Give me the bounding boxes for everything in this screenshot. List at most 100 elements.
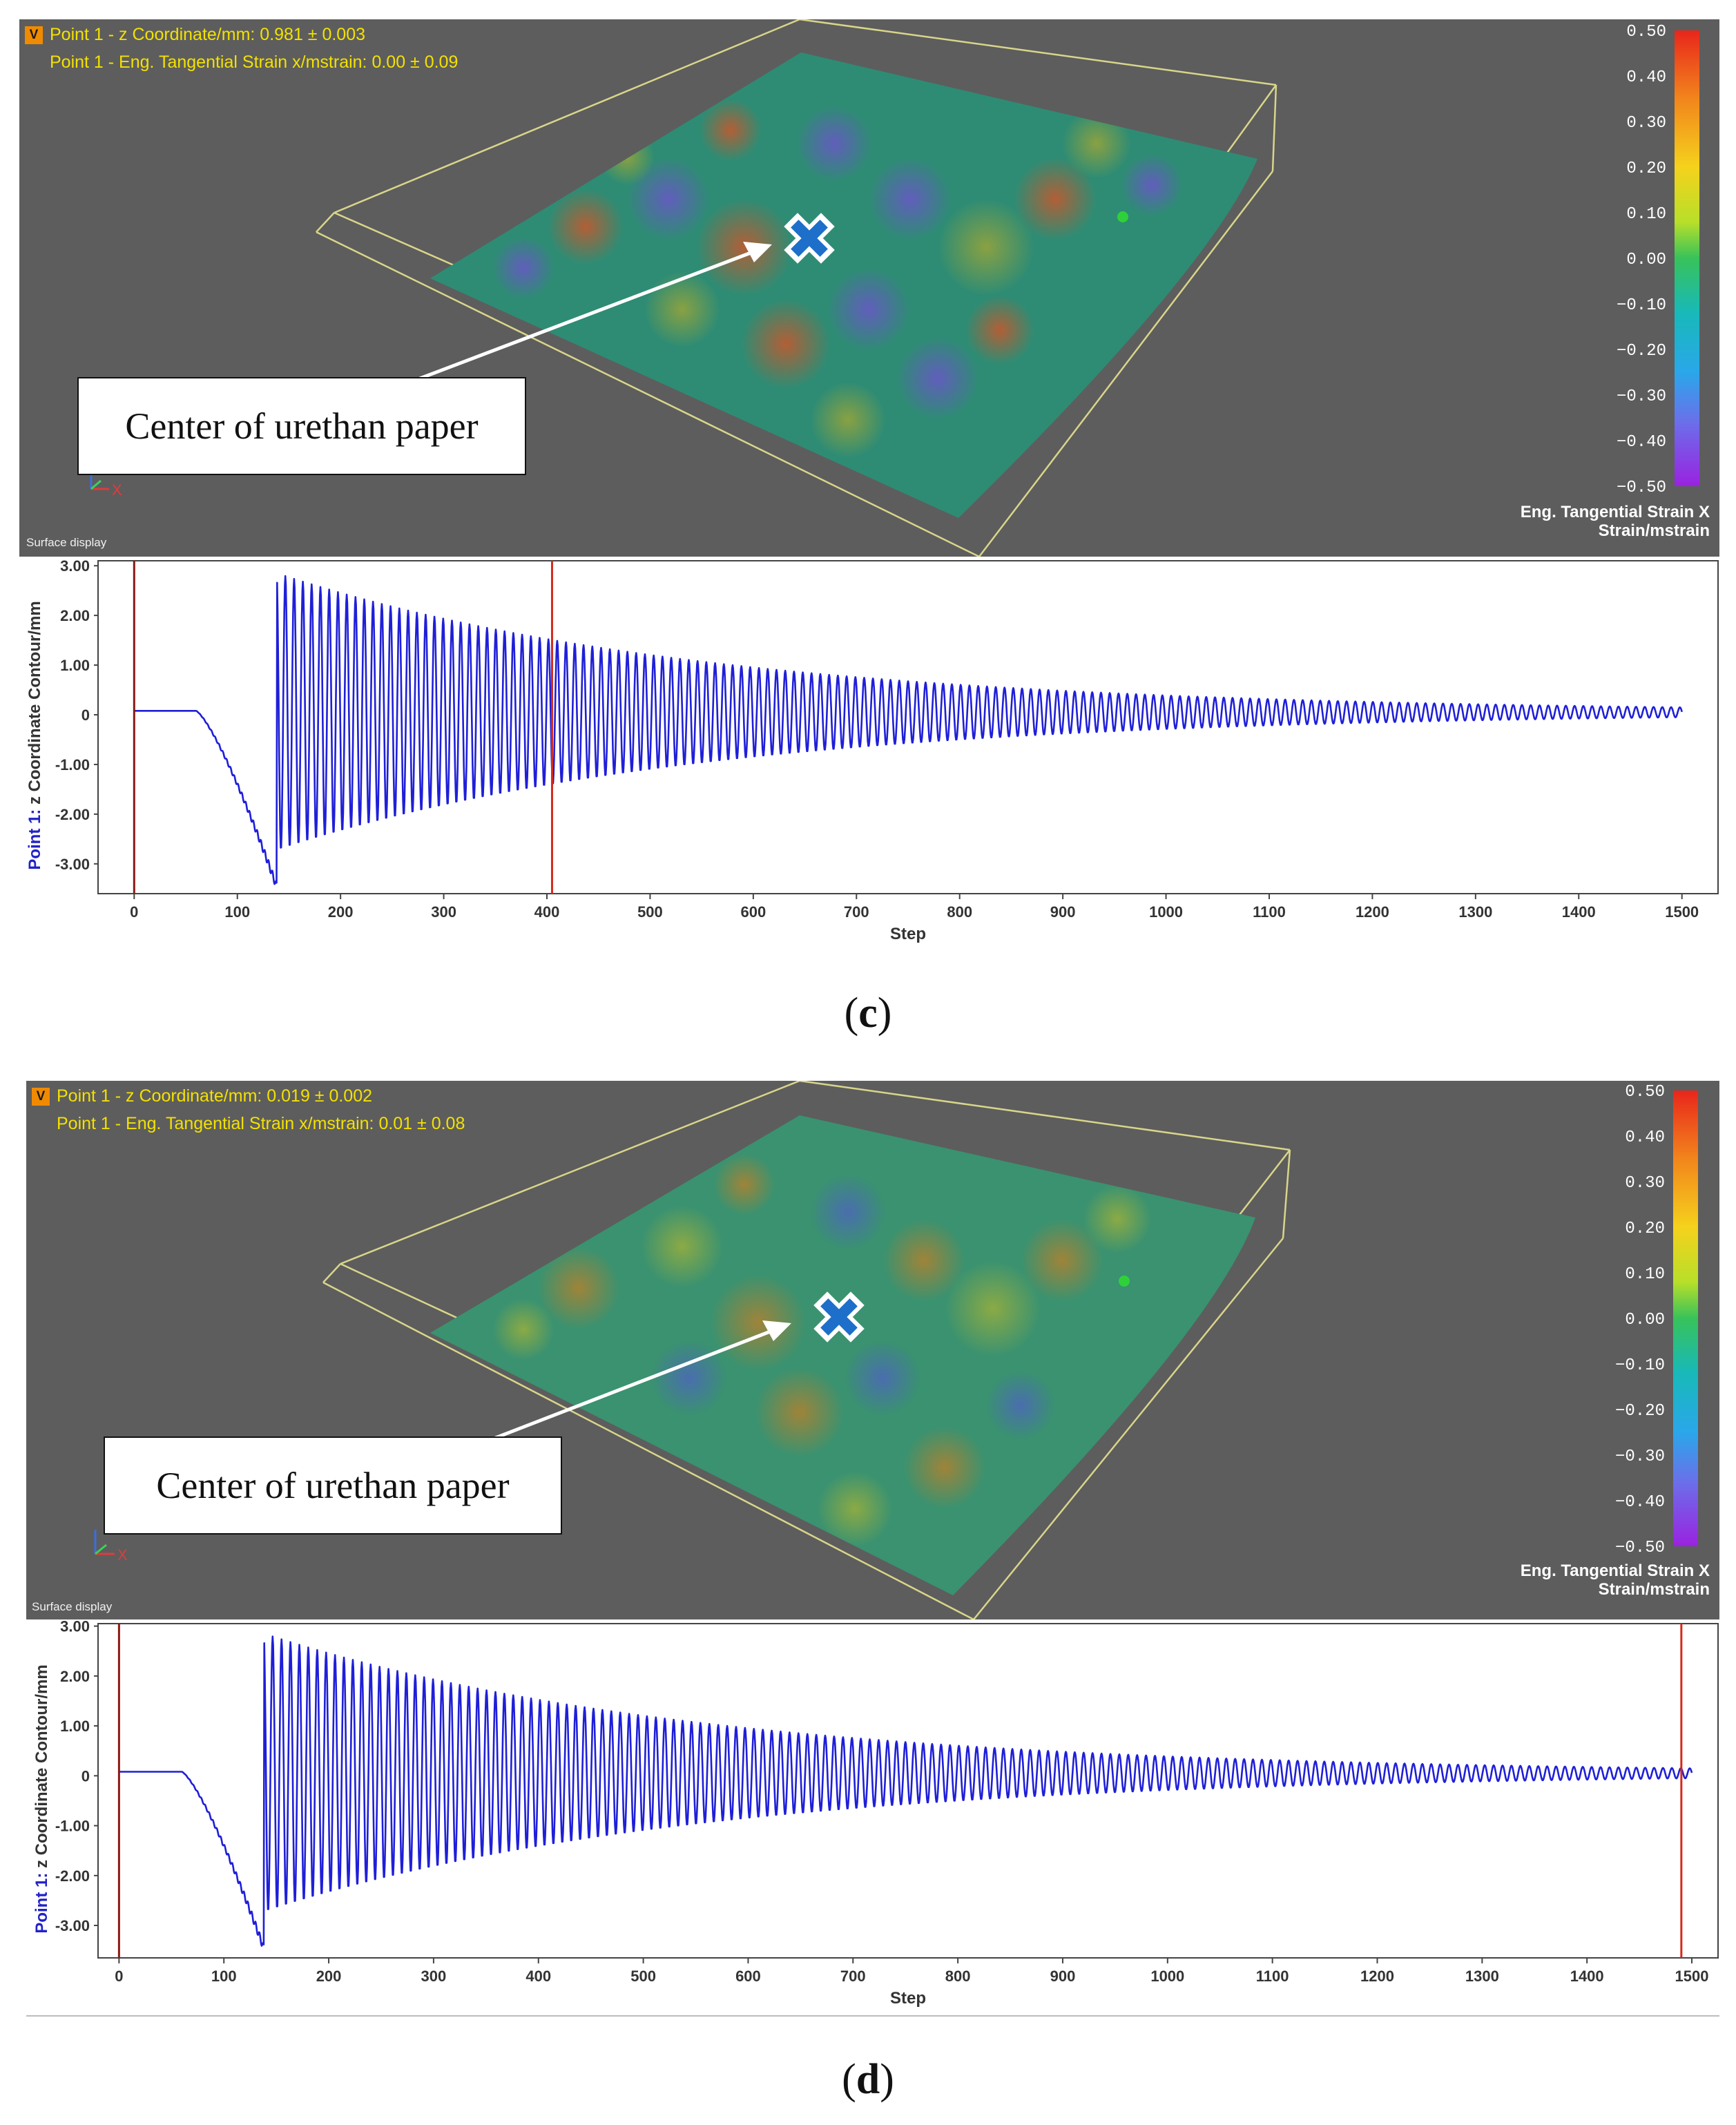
point-1-marker[interactable] [1117,211,1128,222]
y-axis-label-rest: z Coordinate Contour/mm [26,601,44,805]
center-cross-icon [784,213,835,264]
legend-tick-label: −0.30 [1617,387,1666,406]
x-tick-label: 0 [115,1968,123,1985]
legend-tick-label: 0.10 [1625,1265,1665,1284]
z-coordinate-plot[interactable]: 3.00 2.00 1.00 0 -1.00 -2.00 -3.00 0 100 200 300 40… [19,557,1719,950]
x-tick-label: 400 [525,1968,551,1985]
legend-tick-label: 0.10 [1626,205,1666,224]
caption-close: ) [880,2056,894,2103]
y-axis-label: Point 1: z Coordinate Contour/mm [26,601,44,869]
x-tick-label: 1000 [1150,1968,1184,1985]
x-tick-label: 1100 [1256,1968,1289,1985]
y-tick-label: 2.00 [60,1668,90,1685]
plot-frame [97,1623,1719,1959]
x-tick-label: 700 [844,903,869,921]
x-tick-label: 400 [534,903,560,921]
center-cross-icon [813,1291,865,1343]
legend-colorbar [1673,1090,1698,1546]
y-tick-label: -3.00 [55,856,90,873]
view-badge[interactable]: V [25,26,43,44]
panel-c: X 0.50 0.40 0.30 0.20 0.10 0.00 −0.10 −0.20 −0.3… [0,19,1736,1038]
legend-title: Eng. Tangential Strain X Strain/mstrain [1521,1561,1710,1599]
callout-label: Center of urethan paper [104,1436,562,1535]
point-1-marker[interactable] [1119,1276,1130,1287]
panel-caption: (c) [0,989,1736,1038]
readout-strain: Point 1 - Eng. Tangential Strain x/mstra… [57,1114,465,1133]
legend-tick-label: −0.50 [1615,1539,1665,1557]
axis-triad-icon [94,1530,115,1555]
legend-tick-label: −0.10 [1615,1356,1665,1375]
y-tick-label: 3.00 [60,1619,90,1635]
legend-title-line2: Strain/mstrain [1598,1580,1710,1599]
legend-title: Eng. Tangential Strain X Strain/mstrain [1521,503,1710,540]
panel-divider [26,2015,1719,2017]
surface-scene: X 0.50 0.40 0.30 0.20 0.10 0.00 −0.10 −0.20 −0.3… [90,19,1699,557]
x-tick-label: 100 [211,1968,237,1985]
3d-viewport[interactable]: X 0.50 0.40 0.30 0.20 0.10 0.00 −0.10 −0.20 −0.3… [26,1081,1719,1619]
caption-letter: c [858,990,878,1037]
y-tick-label: 3.00 [60,557,90,575]
legend-tick-label: −0.40 [1615,1493,1665,1512]
x-axis-label: Step [890,1989,926,2008]
x-tick-label: 1300 [1465,1968,1499,1985]
legend-tick-label: 0.40 [1626,68,1666,87]
legend-title-line1: Eng. Tangential Strain X [1520,1561,1710,1580]
legend-tick-label: −0.20 [1615,1402,1665,1421]
surface-display-label: Surface display [32,1600,113,1613]
view-badge[interactable]: V [32,1088,50,1106]
x-tick-label: 1200 [1356,903,1389,921]
3d-viewport[interactable]: X 0.50 0.40 0.30 0.20 0.10 0.00 −0.10 −0.20 −0.3… [19,19,1719,557]
y-tick-label: -2.00 [55,1867,90,1885]
legend-tick-label: 0.20 [1625,1220,1665,1238]
x-tick-label: 1500 [1665,903,1699,921]
axis-x-label: X [112,481,122,499]
legend-tick-label: 0.00 [1626,251,1666,269]
y-tick-label: 0 [81,1767,90,1785]
y-tick-label: -2.00 [55,806,90,823]
readout-strain: Point 1 - Eng. Tangential Strain x/mstra… [50,52,459,72]
y-axis-label-prefix: Point 1: [32,1868,51,1934]
z-coordinate-plot[interactable]: 3.00 2.00 1.00 0 -1.00 -2.00 -3.00 0 100 200 300 40… [26,1619,1719,2013]
x-tick-label: 500 [630,1968,656,1985]
caption-open: ( [842,2056,856,2103]
x-tick-label: 200 [328,903,354,921]
y-tick-label: 2.00 [60,607,90,624]
x-tick-label: 600 [741,903,766,921]
y-tick-label: 0 [81,706,90,724]
plot-canvas: 3.00 2.00 1.00 0 -1.00 -2.00 -3.00 0 100 200 300 40… [26,557,1719,943]
panel-caption: (d) [0,2055,1736,2104]
legend-tick-label: −0.50 [1617,479,1666,497]
legend-title-line2: Strain/mstrain [1598,521,1710,540]
x-tick-label: 1400 [1562,903,1596,921]
callout-arrow [419,242,772,381]
legend-title-line1: Eng. Tangential Strain X [1520,503,1710,521]
x-tick-label: 800 [947,903,972,921]
y-tick-label: -1.00 [55,1818,90,1835]
x-tick-label: 1000 [1149,903,1183,921]
legend-tick-label: 0.40 [1625,1128,1665,1147]
y-axis-label-rest: z Coordinate Contour/mm [32,1664,51,1868]
x-tick-label: 1500 [1675,1968,1709,1985]
x-tick-label: 300 [421,1968,447,1985]
legend-tick-label: 0.50 [1626,23,1666,41]
y-axis-label: Point 1: z Coordinate Contour/mm [32,1664,51,1933]
strain-surface [430,52,1257,518]
x-tick-label: 1400 [1570,1968,1604,1985]
legend-tick-label: 0.30 [1625,1174,1665,1193]
x-tick-label: 900 [1050,903,1076,921]
x-axis-label: Step [890,925,926,943]
x-tick-label: 1100 [1253,903,1286,921]
x-tick-label: 1300 [1458,903,1492,921]
legend-colorbar [1675,30,1699,486]
surface-scene: X 0.50 0.40 0.30 0.20 0.10 0.00 −0.10 −0.20 −0.3… [94,1081,1698,1619]
x-tick-label: 500 [637,903,663,921]
axis-x-label: X [117,1546,128,1564]
x-tick-label: 1200 [1360,1968,1394,1985]
callout-label: Center of urethan paper [77,377,526,475]
x-tick-label: 300 [431,903,456,921]
x-tick-label: 0 [130,903,138,921]
strain-surface [430,1115,1255,1595]
callout-arrow [454,1320,791,1456]
y-axis-label-prefix: Point 1: [26,805,44,870]
series-z-coordinate [133,575,1683,885]
